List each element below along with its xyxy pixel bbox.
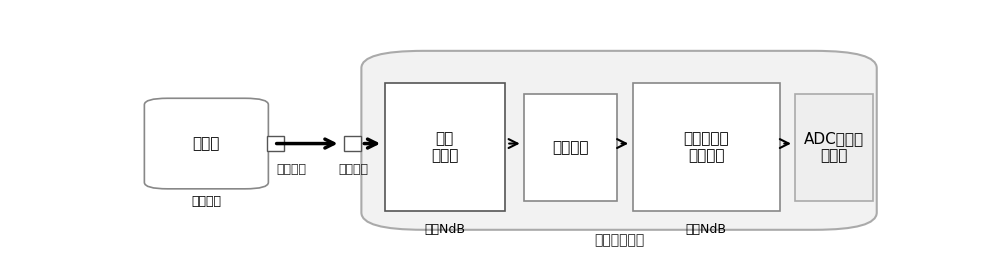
Text: 射频端口: 射频端口 bbox=[191, 195, 221, 208]
Text: 程控
衰减器: 程控 衰减器 bbox=[431, 131, 458, 164]
Bar bbox=[385, 83, 505, 211]
Text: 被测件: 被测件 bbox=[193, 136, 220, 151]
Text: 衰减NdB: 衰减NdB bbox=[424, 223, 465, 236]
Bar bbox=[795, 94, 873, 201]
Text: 超外差接收机: 超外差接收机 bbox=[594, 234, 644, 248]
Bar bbox=[267, 136, 284, 151]
Bar bbox=[344, 136, 361, 151]
Text: ADC数字处
理单元: ADC数字处 理单元 bbox=[804, 131, 864, 164]
Text: 中频补偿和
校准单元: 中频补偿和 校准单元 bbox=[683, 131, 729, 164]
Text: 射频端口: 射频端口 bbox=[277, 163, 307, 176]
FancyBboxPatch shape bbox=[361, 51, 877, 230]
Text: 射频端口: 射频端口 bbox=[339, 163, 369, 176]
FancyBboxPatch shape bbox=[144, 98, 268, 189]
Bar bbox=[633, 83, 780, 211]
Text: 增益NdB: 增益NdB bbox=[686, 223, 727, 236]
Text: 变频单元: 变频单元 bbox=[552, 140, 589, 155]
Bar bbox=[524, 94, 617, 201]
